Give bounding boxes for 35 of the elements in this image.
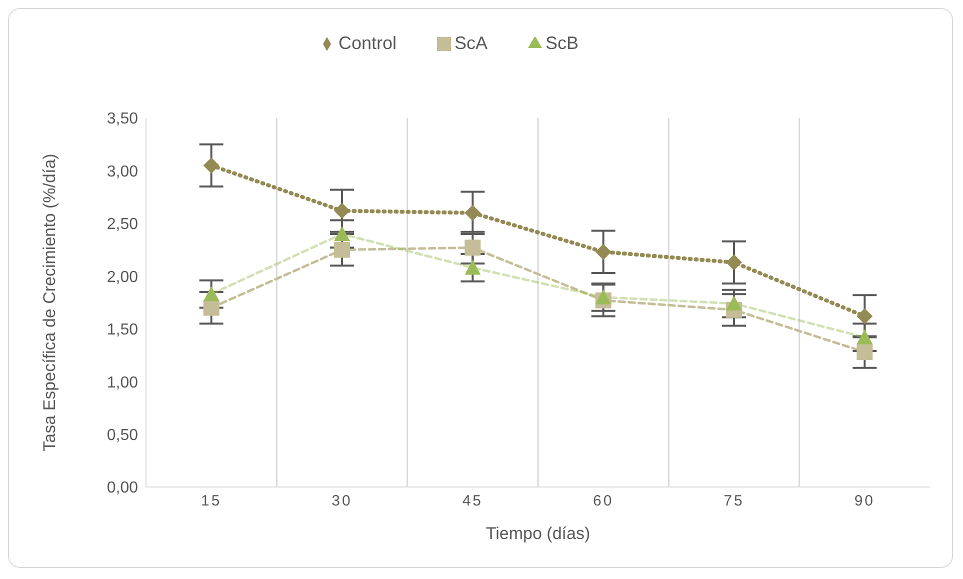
y-tick-label: 2,50 <box>106 216 138 234</box>
legend-label: ScA <box>454 33 488 53</box>
point <box>203 286 220 302</box>
point <box>334 226 350 241</box>
point <box>595 244 612 260</box>
point <box>464 204 481 221</box>
x-tick-label: 15 <box>200 492 222 510</box>
x-tick-label: 75 <box>724 492 744 510</box>
point <box>464 240 481 256</box>
y-tick-label: 1,00 <box>106 374 138 392</box>
point <box>726 296 742 311</box>
x-axis-title: Tiempo (días) <box>486 524 590 543</box>
point <box>726 254 742 270</box>
y-tick-label: 3,00 <box>106 163 138 180</box>
y-axis-title: Tasa Específica de Crecimiento (%/día) <box>40 154 60 452</box>
y-tick-label: 3,50 <box>106 110 138 128</box>
x-tick-label: 90 <box>854 492 876 510</box>
point <box>856 308 873 324</box>
y-tick-label: 2,00 <box>106 268 138 286</box>
point <box>464 260 481 275</box>
point <box>203 157 220 174</box>
point <box>203 300 220 316</box>
point <box>856 329 873 344</box>
legend-label: ScB <box>546 33 579 53</box>
point <box>856 344 873 360</box>
point <box>334 242 350 258</box>
x-tick-label: 60 <box>592 492 614 510</box>
y-tick-label: 0,50 <box>106 426 138 444</box>
y-tick-label: 1,50 <box>106 322 138 339</box>
point <box>334 202 350 219</box>
point <box>595 289 612 304</box>
x-tick-label: 45 <box>462 492 484 510</box>
y-tick-label: 0,00 <box>106 480 138 497</box>
legend-label: Control <box>338 33 396 53</box>
x-tick-label: 30 <box>332 492 352 510</box>
